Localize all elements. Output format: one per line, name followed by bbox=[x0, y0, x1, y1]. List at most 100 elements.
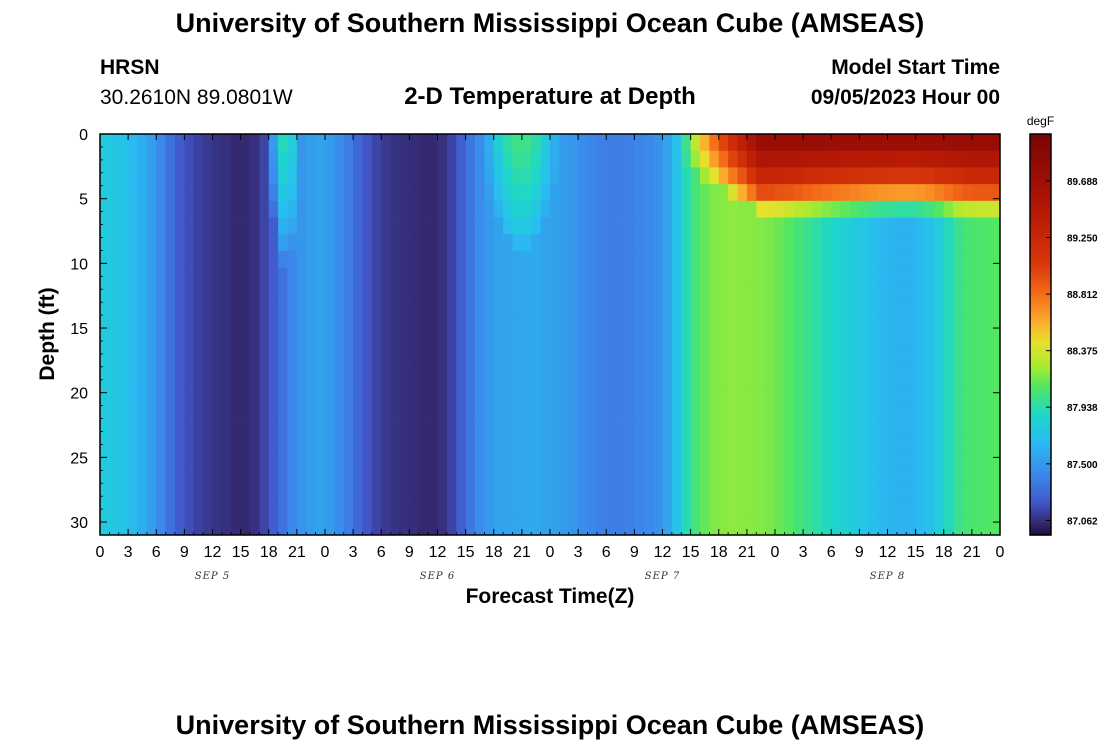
colorbar-swatch bbox=[1030, 462, 1051, 466]
heatmap-cell bbox=[184, 134, 195, 152]
heatmap-cell bbox=[118, 334, 129, 352]
heatmap-cell bbox=[100, 367, 110, 386]
heatmap-cell bbox=[193, 317, 204, 335]
heatmap-cell bbox=[943, 434, 954, 452]
heatmap-cell bbox=[803, 367, 813, 386]
heatmap-cell bbox=[943, 518, 954, 536]
heatmap-cell bbox=[587, 267, 598, 285]
x-tick-label: 21 bbox=[288, 544, 306, 561]
heatmap-cell bbox=[437, 150, 448, 168]
heatmap-cell bbox=[100, 484, 110, 502]
heatmap-cell bbox=[540, 367, 551, 386]
heatmap-cell bbox=[793, 134, 804, 152]
heatmap-cell bbox=[456, 217, 467, 235]
heatmap-cell bbox=[746, 434, 757, 452]
heatmap-cell bbox=[653, 217, 663, 235]
heatmap-cell bbox=[278, 418, 288, 436]
heatmap-cell bbox=[128, 418, 138, 436]
heatmap-cell bbox=[756, 384, 767, 402]
colorbar-swatch bbox=[1030, 399, 1051, 403]
heatmap-cell bbox=[671, 384, 682, 402]
heatmap-cell bbox=[643, 284, 654, 302]
heatmap-cell bbox=[615, 468, 626, 486]
heatmap-cell bbox=[409, 351, 420, 369]
heatmap-cell bbox=[831, 367, 842, 386]
heatmap-cell bbox=[381, 451, 392, 469]
heatmap-cell bbox=[756, 167, 767, 185]
heatmap-cell bbox=[671, 418, 682, 436]
heatmap-cell bbox=[512, 434, 523, 452]
heatmap-cell bbox=[596, 134, 607, 152]
heatmap-cell bbox=[953, 418, 963, 436]
heatmap-cell bbox=[690, 367, 701, 386]
heatmap-cell bbox=[850, 167, 860, 185]
heatmap-cell bbox=[371, 367, 382, 386]
heatmap-cell bbox=[381, 367, 392, 386]
heatmap-cell bbox=[540, 384, 551, 402]
heatmap-cell bbox=[925, 217, 935, 235]
heatmap-cell bbox=[625, 401, 635, 419]
heatmap-cell bbox=[109, 184, 120, 202]
heatmap-cell bbox=[859, 267, 870, 285]
colorbar-swatch bbox=[1030, 149, 1051, 153]
heatmap-cell bbox=[512, 234, 523, 252]
colorbar-swatch bbox=[1030, 159, 1051, 163]
heatmap-cell bbox=[325, 384, 335, 402]
heatmap-cell bbox=[400, 167, 410, 185]
heatmap-cell bbox=[362, 250, 373, 269]
heatmap-cell bbox=[971, 351, 982, 369]
heatmap-cell bbox=[868, 284, 879, 302]
colorbar-swatch bbox=[1030, 169, 1051, 173]
heatmap-cell bbox=[765, 367, 776, 386]
heatmap-cell bbox=[934, 351, 945, 369]
heatmap-cell bbox=[812, 518, 823, 536]
heatmap-cell bbox=[887, 501, 898, 519]
heatmap-cell bbox=[306, 518, 317, 536]
heatmap-cell bbox=[325, 267, 335, 285]
heatmap-cell bbox=[390, 200, 401, 218]
heatmap-cell bbox=[671, 200, 682, 218]
heatmap-cell bbox=[850, 134, 860, 152]
heatmap-cell bbox=[278, 301, 288, 319]
heatmap-cell bbox=[634, 401, 645, 419]
colorbar-swatch bbox=[1030, 459, 1051, 463]
heatmap-cell bbox=[840, 367, 851, 386]
heatmap-cell bbox=[446, 434, 457, 452]
heatmap-cell bbox=[943, 317, 954, 335]
colorbar-swatch bbox=[1030, 419, 1051, 423]
colorbar-swatch bbox=[1030, 514, 1051, 519]
heatmap-cell bbox=[428, 250, 438, 269]
heatmap-cell bbox=[512, 167, 523, 185]
heatmap-cell bbox=[109, 217, 120, 235]
heatmap-cell bbox=[325, 167, 335, 185]
heatmap-cell bbox=[915, 518, 926, 536]
heatmap-cell bbox=[943, 301, 954, 319]
heatmap-cell bbox=[296, 184, 307, 202]
heatmap-cell bbox=[456, 434, 467, 452]
heatmap-cell bbox=[803, 317, 813, 335]
heatmap-cell bbox=[990, 134, 1001, 152]
heatmap-cell bbox=[709, 351, 720, 369]
heatmap-cell bbox=[971, 401, 982, 419]
heatmap-cell bbox=[128, 217, 138, 235]
colorbar-swatch bbox=[1030, 417, 1051, 421]
heatmap-cell bbox=[981, 484, 992, 502]
heatmap-cell bbox=[887, 384, 898, 402]
x-tick-label: 9 bbox=[405, 544, 414, 561]
heatmap-cell bbox=[671, 501, 682, 519]
heatmap-cell bbox=[521, 384, 532, 402]
heatmap-cell bbox=[137, 484, 148, 502]
heatmap-cell bbox=[503, 518, 513, 536]
heatmap-cell bbox=[250, 334, 260, 352]
heatmap-cell bbox=[812, 184, 823, 202]
heatmap-cell bbox=[465, 184, 476, 202]
heatmap-cell bbox=[671, 434, 682, 452]
heatmap-cell bbox=[634, 267, 645, 285]
heatmap-cell bbox=[437, 234, 448, 252]
heatmap-cell bbox=[850, 351, 860, 369]
heatmap-cell bbox=[381, 317, 392, 335]
heatmap-cell bbox=[971, 217, 982, 235]
heatmap-cell bbox=[821, 217, 832, 235]
heatmap-cell bbox=[475, 301, 485, 319]
heatmap-cell bbox=[343, 434, 354, 452]
